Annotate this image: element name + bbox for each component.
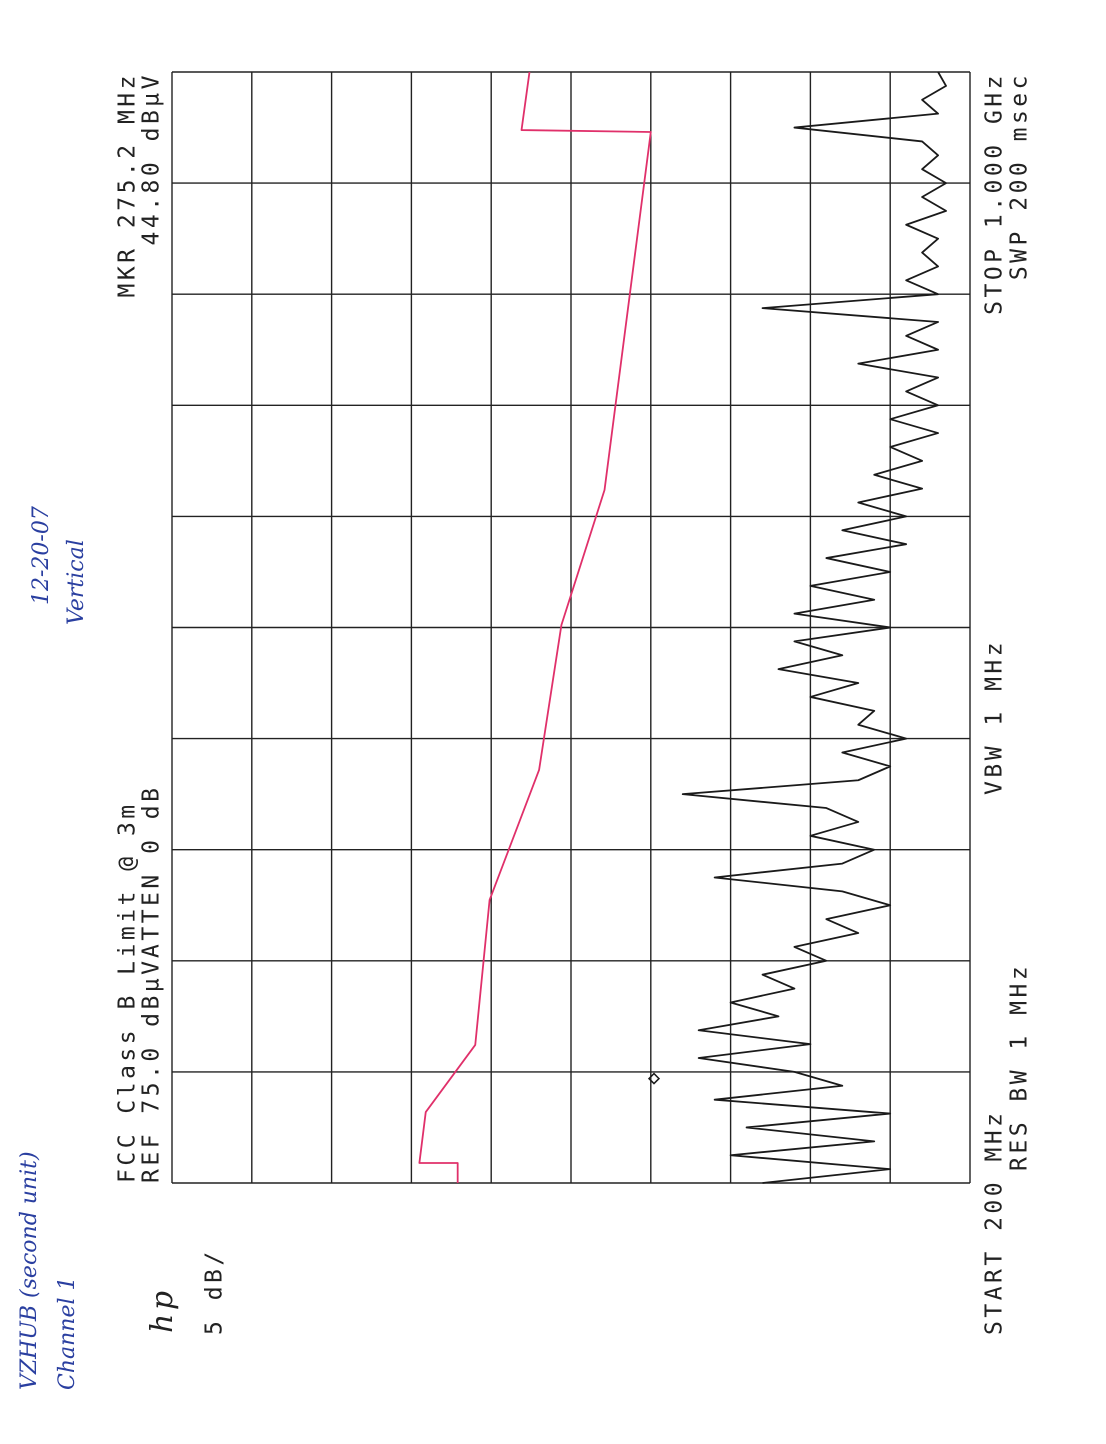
handwritten-note: Vertical — [64, 539, 89, 625]
stop-label: STOP 1.000 GHz — [982, 72, 1008, 315]
atten-label: ATTEN 0 dB — [139, 785, 165, 958]
scale-label: 5 dB/ — [202, 1248, 228, 1335]
trace-line — [681, 71, 947, 1184]
logo: hp — [145, 1287, 180, 1333]
handwritten-date: 12-20-07 — [29, 506, 54, 605]
plot-frame: FCC Class B Limit @ 3m REF 75.0 dBµV ATT… — [17, 71, 1033, 1390]
trace-line — [418, 71, 652, 1183]
annotation-group: FCC Class B Limit @ 3m REF 75.0 dBµV ATT… — [115, 72, 1033, 1335]
rbw-label: RES BW 1 MHz — [1007, 963, 1033, 1171]
marker — [647, 1072, 661, 1085]
ref-label: REF 75.0 dBµV — [139, 957, 165, 1183]
start-label: START 200 MHz — [982, 1109, 1008, 1335]
handwritten-note: VZHUB (second unit) — [17, 1151, 42, 1390]
sweep-label: SWP 200 msec — [1007, 72, 1033, 280]
chart-title: FCC Class B Limit @ 3m — [115, 801, 141, 1183]
vbw-label: VBW 1 MHz — [982, 639, 1008, 795]
marker-value-label: 44.80 dBµV — [139, 72, 165, 245]
marker-label: MKR 275.2 MHz — [115, 72, 141, 298]
handwritten-note: Channel 1 — [55, 1276, 80, 1390]
